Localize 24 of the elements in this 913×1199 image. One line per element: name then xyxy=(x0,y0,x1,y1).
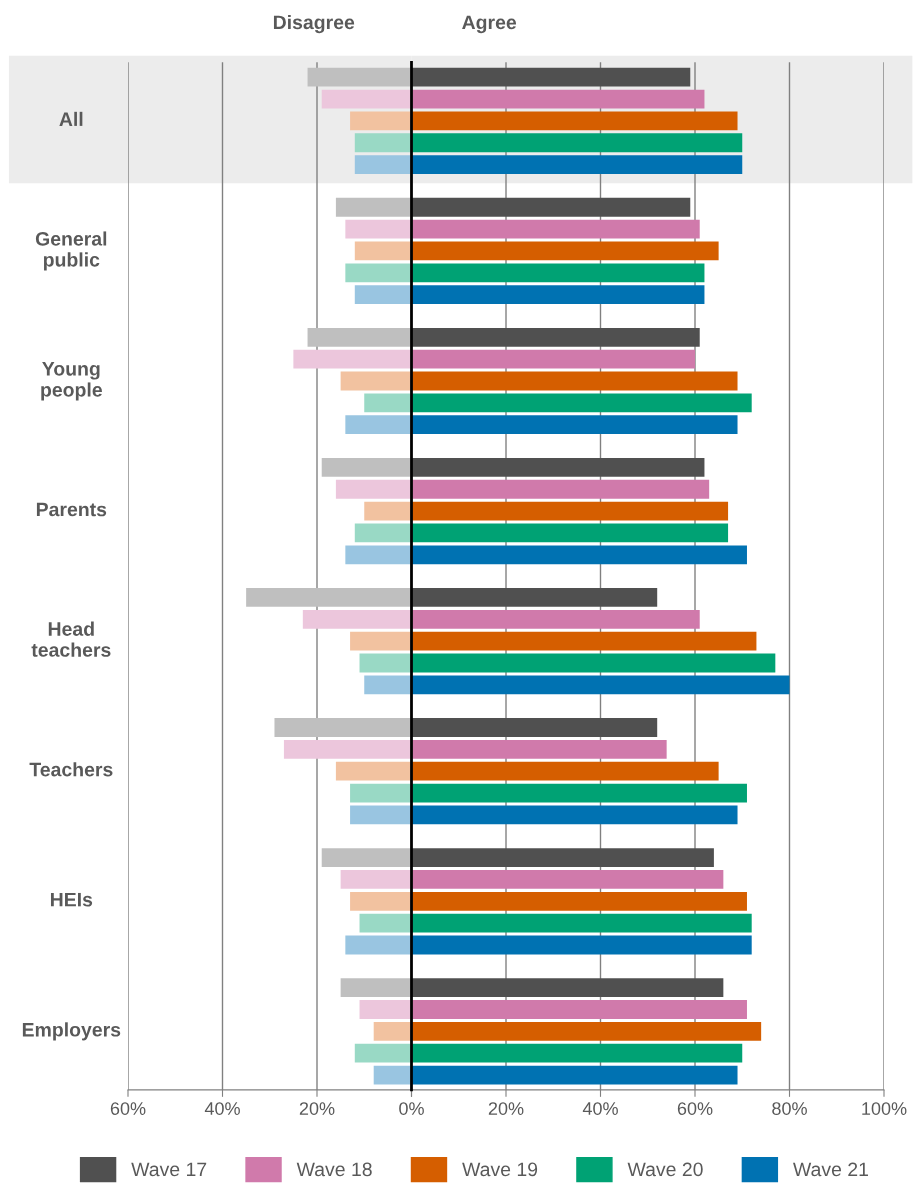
x-tick-label: 60% xyxy=(110,1102,146,1115)
y-tick-label: Parents xyxy=(36,502,107,517)
legend-label: Wave 19 xyxy=(462,1162,538,1177)
x-tick-label: 80% xyxy=(772,1102,807,1115)
x-tick-label: 20% xyxy=(299,1102,335,1115)
x-tick-label: 20% xyxy=(488,1102,524,1115)
legend-label: Wave 18 xyxy=(296,1162,372,1177)
legend-label: Wave 20 xyxy=(627,1162,703,1177)
x-tick-label: 100% xyxy=(862,1102,907,1115)
y-tick-label: General public xyxy=(35,231,107,271)
y-tick-label: Employers xyxy=(22,1022,121,1041)
chart-title: Disagree xyxy=(273,14,355,34)
y-tick-label: All xyxy=(59,111,83,126)
y-tick-label: Head teachers xyxy=(31,621,111,657)
y-tick-label: HEIs xyxy=(50,892,93,907)
y-tick-label: Young people xyxy=(41,362,102,401)
y-tick-label: Teachers xyxy=(29,762,113,777)
chart-title: Agree xyxy=(462,15,517,34)
x-tick-label: 40% xyxy=(582,1102,618,1115)
x-tick-label: 40% xyxy=(204,1102,240,1115)
x-tick-label: 60% xyxy=(677,1102,713,1115)
x-tick-label: 0% xyxy=(399,1102,424,1115)
legend-label: Wave 17 xyxy=(131,1162,207,1177)
legend-label: Wave 21 xyxy=(793,1162,868,1177)
